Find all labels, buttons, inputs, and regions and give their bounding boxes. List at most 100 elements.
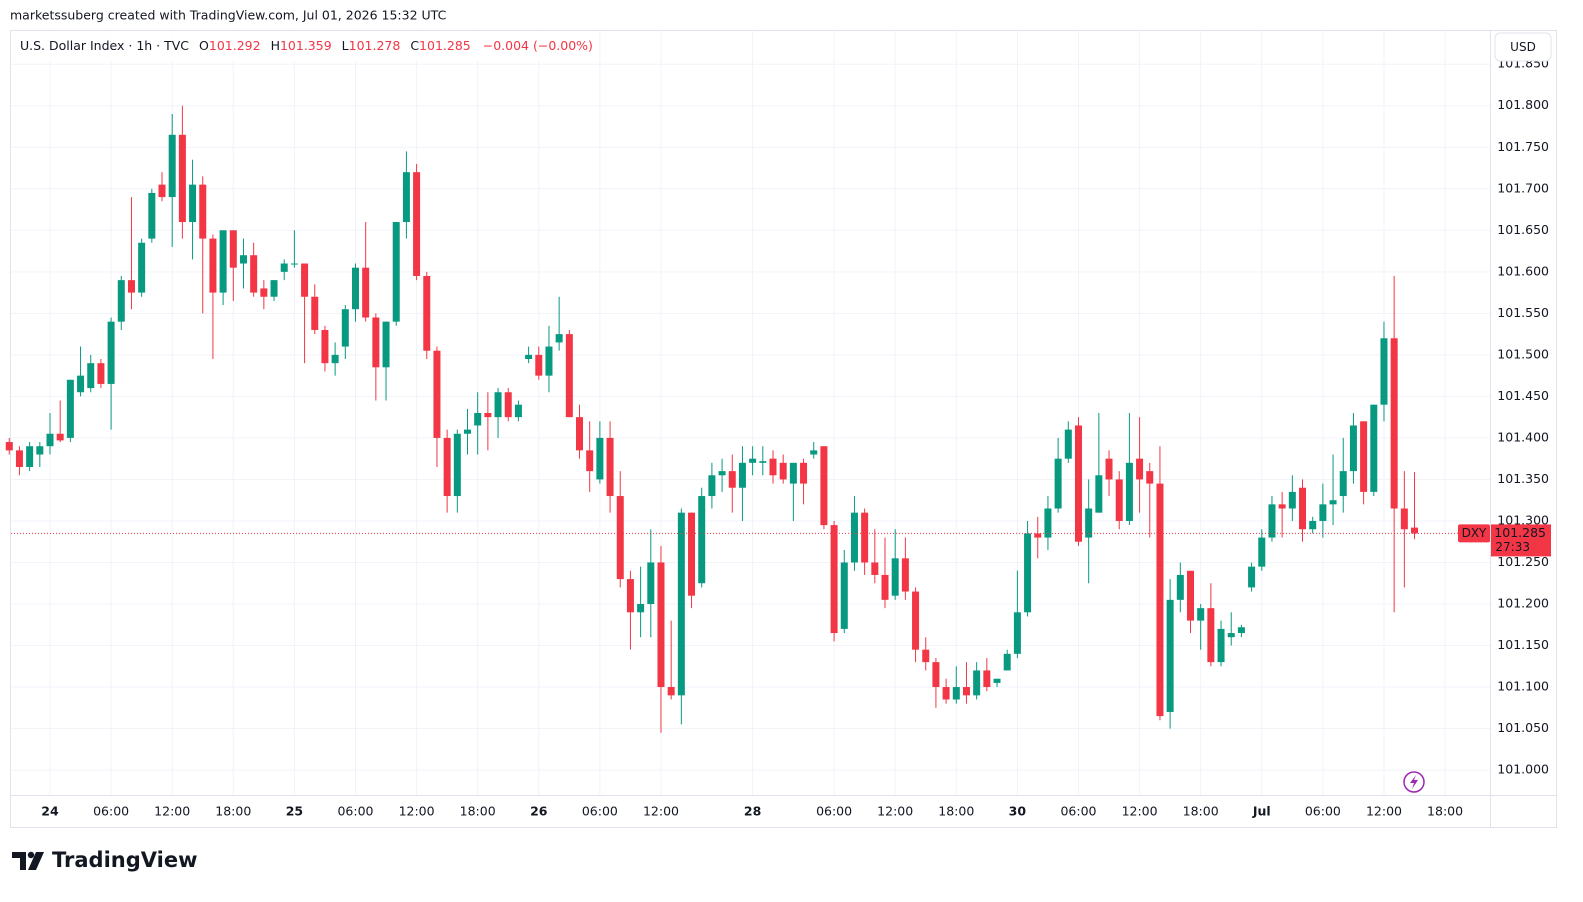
candle-body xyxy=(667,687,675,696)
candle-body xyxy=(932,662,940,688)
candle-body xyxy=(250,255,258,293)
candle-body xyxy=(769,458,777,476)
x-tick-label: 30 xyxy=(1009,804,1027,819)
candle-body xyxy=(209,238,217,293)
candle-body xyxy=(1339,471,1347,497)
candle-body xyxy=(973,670,981,696)
candle-body xyxy=(555,334,563,343)
candle-body xyxy=(1064,429,1072,459)
candle-body xyxy=(647,562,655,604)
candle-body xyxy=(1146,471,1154,484)
candle-body xyxy=(148,192,156,239)
x-tick-label: 12:00 xyxy=(1122,804,1158,819)
y-tick-label: 101.050 xyxy=(1497,720,1549,735)
candle-body xyxy=(810,450,818,455)
candle-body xyxy=(260,288,268,297)
candle-body xyxy=(1136,458,1144,480)
currency-button[interactable] xyxy=(1494,32,1552,62)
candle-body xyxy=(728,471,736,488)
ohlc-label: O xyxy=(199,38,209,53)
y-tick-label: 101.600 xyxy=(1497,263,1549,278)
candle-body xyxy=(494,392,502,418)
x-tick-label: 06:00 xyxy=(93,804,129,819)
candle-body xyxy=(56,433,64,441)
price-tag: 101.285 xyxy=(1494,525,1546,540)
candle-body xyxy=(280,263,288,272)
candle-body xyxy=(433,350,441,438)
candle-body xyxy=(178,134,186,222)
x-tick-label: 12:00 xyxy=(154,804,190,819)
candle-body xyxy=(474,413,482,426)
x-tick-label: 12:00 xyxy=(877,804,913,819)
candle-body xyxy=(1248,566,1256,588)
candle-body xyxy=(127,280,135,293)
candle-body xyxy=(871,562,879,575)
currency[interactable]: USD xyxy=(1510,40,1536,54)
x-tick-label: 06:00 xyxy=(582,804,618,819)
candle-body xyxy=(423,275,431,351)
candle-body xyxy=(1329,500,1337,505)
candle-body xyxy=(576,417,584,451)
candle-body xyxy=(688,512,696,596)
axes: 101.000 101.050 101.100 101.150 101.200 101.2… xyxy=(41,56,1549,819)
candle-body xyxy=(402,172,410,222)
candle-body xyxy=(239,255,247,264)
ohlc-label: H xyxy=(271,38,280,53)
x-tick-label: 12:00 xyxy=(643,804,679,819)
x-tick-label: 18:00 xyxy=(1427,804,1463,819)
grid xyxy=(11,31,1490,795)
candle-body xyxy=(1278,504,1286,509)
candle-body xyxy=(301,263,309,297)
candle-body xyxy=(1299,487,1307,530)
candle-body xyxy=(1217,628,1225,663)
candle-body xyxy=(1003,653,1011,671)
candle-body xyxy=(565,334,573,418)
candle-body xyxy=(1390,338,1398,509)
candle-body xyxy=(1105,458,1113,480)
attribution: marketssuberg created with TradingView.c… xyxy=(10,8,447,23)
y-tick-label: 101.450 xyxy=(1497,388,1549,403)
candle-body xyxy=(158,184,166,198)
candle-body xyxy=(1186,570,1194,621)
x-tick-label: 12:00 xyxy=(1366,804,1402,819)
candle-body xyxy=(952,687,960,700)
candle-body xyxy=(199,184,207,239)
candle-body xyxy=(1156,483,1164,717)
candle-body xyxy=(107,321,115,384)
candle-body xyxy=(1370,404,1378,492)
candle-body xyxy=(1054,458,1062,509)
candle-body xyxy=(525,354,533,360)
candle-body xyxy=(87,363,95,389)
candle-body xyxy=(1115,479,1123,521)
candle-body xyxy=(1074,425,1082,542)
legend-header: U.S. Dollar Index · 1h · TVC O101.292 H1… xyxy=(20,38,593,53)
candle-body xyxy=(1044,508,1052,538)
y-tick-label: 101.300 xyxy=(1497,512,1549,527)
candle-body xyxy=(219,230,227,293)
countdown: 27:33 xyxy=(1495,540,1530,554)
candle-body xyxy=(942,687,950,700)
candle-body xyxy=(922,649,930,663)
y-tick-label: 101.350 xyxy=(1497,471,1549,486)
candle-body xyxy=(1166,599,1174,712)
candle-body xyxy=(830,525,838,634)
candle-body xyxy=(1125,462,1133,521)
candle-body xyxy=(1207,608,1215,663)
chart-frame xyxy=(10,30,1557,828)
x-tick-label: 25 xyxy=(286,804,303,819)
candle-body xyxy=(270,280,278,297)
x-tick-label: Jul xyxy=(1252,804,1271,819)
header-bg xyxy=(11,31,571,61)
candle-body xyxy=(392,222,400,322)
lightning-icon[interactable] xyxy=(1403,771,1425,793)
candle-body xyxy=(504,392,512,418)
x-tick-label: 24 xyxy=(41,804,59,819)
candle-body xyxy=(1197,608,1205,621)
y-tick-label: 101.500 xyxy=(1497,346,1549,361)
y-tick-label: 101.000 xyxy=(1497,762,1549,777)
candle-body xyxy=(1268,504,1276,538)
candle-body xyxy=(97,363,105,384)
candle-body xyxy=(46,433,54,447)
candle-body xyxy=(443,437,451,497)
candle-body xyxy=(789,462,797,484)
